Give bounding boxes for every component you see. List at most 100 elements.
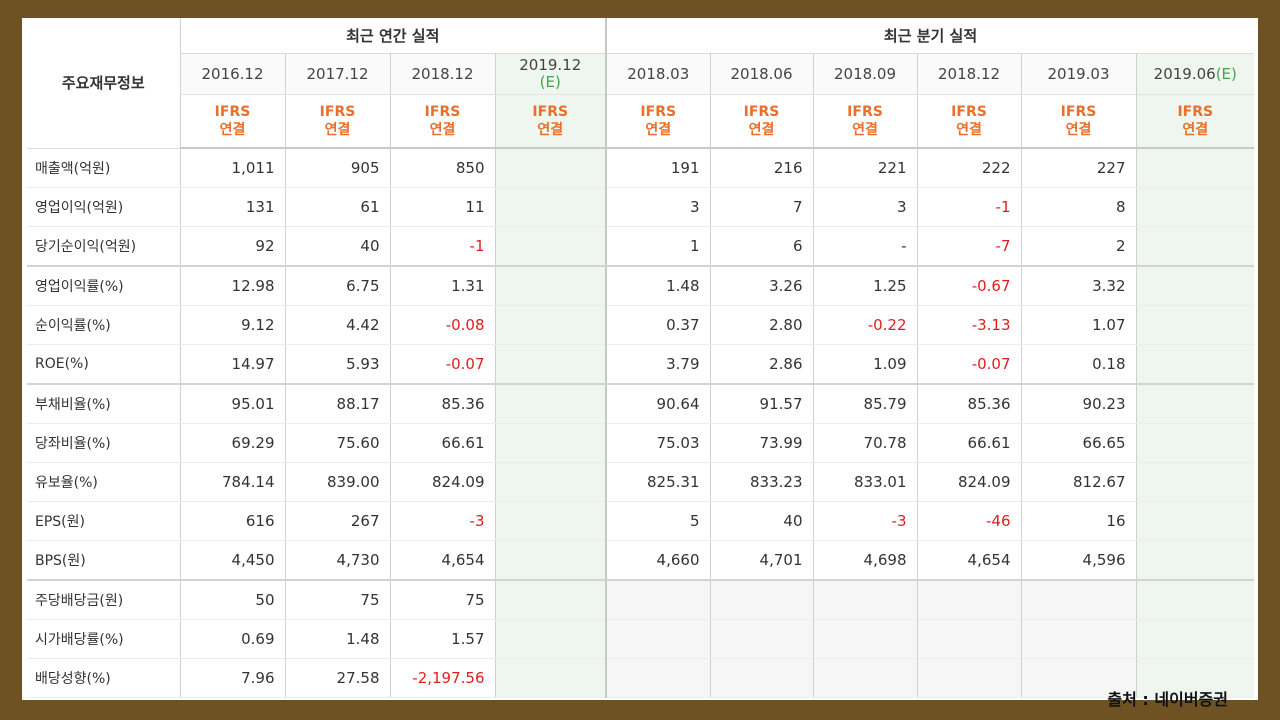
value-cell: 14.97 xyxy=(179,344,285,385)
value-cell: 0.69 xyxy=(179,619,285,659)
value-cell: 1.09 xyxy=(812,344,917,385)
value-cell: 850 xyxy=(389,148,495,188)
value-cell xyxy=(605,580,710,620)
value-cell xyxy=(494,423,606,463)
value-cell: 222 xyxy=(916,148,1021,188)
period-label: 2019.03 xyxy=(1047,65,1110,83)
value-cell xyxy=(494,462,606,502)
value-cell: 11 xyxy=(389,187,495,227)
consolidated-label: 연결 xyxy=(1182,122,1209,138)
row-label: ROE(%) xyxy=(27,344,180,385)
value-cell: 50 xyxy=(179,580,285,620)
value-cell xyxy=(1135,423,1255,463)
table-row: 당기순이익(억원) 92 40 -1 1 6- -7 2 xyxy=(27,226,1255,267)
value-cell: 66.65 xyxy=(1020,423,1136,463)
consolidated-label: 연결 xyxy=(1065,122,1092,138)
table-row: 주당배당금(원) 50 75 75 xyxy=(27,580,1255,620)
value-cell: 1.31 xyxy=(389,266,495,306)
financial-summary-table: 주요재무정보 최근 연간 실적 최근 분기 실적 2016.12 2017.12 2… xyxy=(27,18,1255,698)
value-cell xyxy=(494,501,606,541)
value-cell: 73.99 xyxy=(709,423,813,463)
ifrs-label: IFRS xyxy=(1060,104,1097,120)
value-cell: -3.13 xyxy=(916,305,1021,345)
consolidated-label: 연결 xyxy=(219,122,246,138)
value-cell: -0.08 xyxy=(389,305,495,345)
value-cell xyxy=(1135,384,1255,424)
ifrs-label: IFRS xyxy=(214,104,251,120)
ifrs-basis-header: IFRS 연결 xyxy=(494,94,606,149)
value-cell: -3 xyxy=(389,501,495,541)
ifrs-basis-header: IFRS 연결 xyxy=(1020,94,1136,149)
period-label: 2016.12 xyxy=(201,65,264,83)
value-cell: 833.23 xyxy=(709,462,813,502)
value-cell: 824.09 xyxy=(389,462,495,502)
value-cell xyxy=(812,619,917,659)
value-cell xyxy=(1135,619,1255,659)
value-cell: 4,730 xyxy=(284,540,390,581)
period-label: 2018.03 xyxy=(627,65,690,83)
value-cell: 4,698 xyxy=(812,540,917,581)
period-header: 2017.12 xyxy=(284,53,390,95)
table-row: 유보율(%) 784.14 839.00 824.09 825.31 833.23 833.… xyxy=(27,462,1255,502)
value-cell: 90.23 xyxy=(1020,384,1136,424)
value-cell xyxy=(812,580,917,620)
value-cell: -0.07 xyxy=(916,344,1021,385)
value-cell: 3.32 xyxy=(1020,266,1136,306)
value-cell xyxy=(494,266,606,306)
row-label: 시가배당률(%) xyxy=(27,619,180,659)
value-cell xyxy=(709,580,813,620)
value-cell: -0.22 xyxy=(812,305,917,345)
value-cell: 1.48 xyxy=(284,619,390,659)
value-cell xyxy=(494,580,606,620)
value-cell xyxy=(1020,658,1136,698)
source-credit: 출처 : 네이버증권 xyxy=(1107,690,1228,709)
value-cell: 7.96 xyxy=(179,658,285,698)
ifrs-basis-header: IFRS 연결 xyxy=(179,94,285,149)
table-row: 순이익률(%) 9.12 4.42 -0.08 0.37 2.80 -0.22 -3.13 1.… xyxy=(27,305,1255,345)
period-label: 2018.06 xyxy=(730,65,793,83)
value-cell: 839.00 xyxy=(284,462,390,502)
row-label: 당기순이익(억원) xyxy=(27,226,180,267)
value-cell: 4,654 xyxy=(916,540,1021,581)
value-cell xyxy=(1135,266,1255,306)
row-label: 매출액(억원) xyxy=(27,148,180,188)
ifrs-basis-header: IFRS 연결 xyxy=(812,94,917,149)
value-cell xyxy=(709,619,813,659)
row-label: 순이익률(%) xyxy=(27,305,180,345)
ifrs-basis-header: IFRS 연결 xyxy=(605,94,710,149)
value-cell: 69.29 xyxy=(179,423,285,463)
value-cell: 95.01 xyxy=(179,384,285,424)
value-cell xyxy=(494,187,606,227)
annual-group-header: 최근 연간 실적 xyxy=(179,18,606,54)
value-cell xyxy=(916,619,1021,659)
row-label: 배당성향(%) xyxy=(27,658,180,698)
value-cell: 8 xyxy=(1020,187,1136,227)
value-cell: -7 xyxy=(916,226,1021,267)
value-cell: 75 xyxy=(284,580,390,620)
value-cell: 2 xyxy=(1020,226,1136,267)
value-cell xyxy=(1135,658,1255,698)
value-cell: 88.17 xyxy=(284,384,390,424)
value-cell: 6.75 xyxy=(284,266,390,306)
value-cell: 4,701 xyxy=(709,540,813,581)
value-cell xyxy=(605,619,710,659)
consolidated-label: 연결 xyxy=(956,122,982,138)
period-header: 2018.12 xyxy=(916,53,1021,95)
value-cell: 3.26 xyxy=(709,266,813,306)
value-cell: 4,596 xyxy=(1020,540,1136,581)
value-cell: 616 xyxy=(179,501,285,541)
value-cell xyxy=(494,305,606,345)
value-cell: 61 xyxy=(284,187,390,227)
estimate-mark: (E) xyxy=(1215,64,1237,83)
value-cell: 4,450 xyxy=(179,540,285,581)
value-cell: 75.60 xyxy=(284,423,390,463)
value-cell: 70.78 xyxy=(812,423,917,463)
value-cell: 5 xyxy=(605,501,710,541)
quarterly-group-header: 최근 분기 실적 xyxy=(604,18,1255,54)
financial-table-frame: 주요재무정보 최근 연간 실적 최근 분기 실적 2016.12 2017.12 2… xyxy=(22,18,1258,709)
value-cell: 4,654 xyxy=(389,540,495,581)
value-cell: 0.18 xyxy=(1020,344,1136,385)
consolidated-label: 연결 xyxy=(748,122,775,138)
value-cell xyxy=(1135,148,1255,188)
value-cell: 905 xyxy=(284,148,390,188)
